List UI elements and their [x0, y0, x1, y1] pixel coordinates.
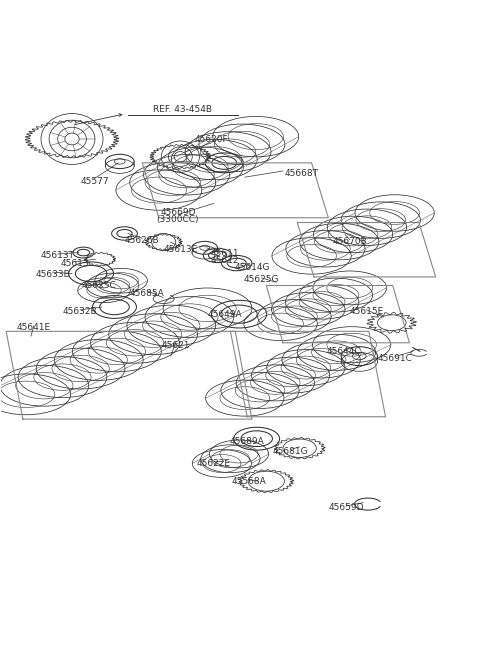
Text: 45614G: 45614G: [234, 263, 270, 272]
Text: 45691C: 45691C: [378, 354, 412, 363]
Text: 45669D: 45669D: [160, 208, 196, 217]
Text: 45613: 45613: [61, 259, 90, 268]
Text: 45577: 45577: [80, 177, 109, 186]
Text: 45689A: 45689A: [230, 437, 264, 445]
Text: REF. 43-454B: REF. 43-454B: [153, 105, 212, 114]
Text: 45568A: 45568A: [231, 477, 266, 486]
Text: 45625C: 45625C: [82, 282, 117, 290]
Text: (3300CC): (3300CC): [156, 215, 199, 223]
Text: 45615E: 45615E: [349, 307, 384, 316]
Text: 45659D: 45659D: [328, 504, 364, 512]
Text: 45613E: 45613E: [163, 245, 197, 253]
Text: 45613T: 45613T: [41, 252, 75, 261]
Text: 45611: 45611: [210, 248, 239, 257]
Text: 45625G: 45625G: [244, 275, 279, 284]
Text: 45626B: 45626B: [125, 236, 159, 245]
Text: 45621: 45621: [161, 341, 190, 350]
Text: 45668T: 45668T: [285, 169, 319, 178]
Text: 45620F: 45620F: [194, 136, 228, 145]
Text: 45633B: 45633B: [35, 270, 70, 278]
Text: 45632B: 45632B: [63, 307, 97, 316]
Text: 45681G: 45681G: [272, 447, 308, 456]
Text: 45612: 45612: [210, 255, 239, 265]
Text: 45649A: 45649A: [207, 310, 242, 318]
Text: 45685A: 45685A: [130, 289, 164, 297]
Text: 45644C: 45644C: [327, 347, 361, 356]
Text: 45622E: 45622E: [197, 458, 231, 468]
Text: 45641E: 45641E: [17, 323, 51, 332]
Text: 45670B: 45670B: [332, 237, 367, 246]
